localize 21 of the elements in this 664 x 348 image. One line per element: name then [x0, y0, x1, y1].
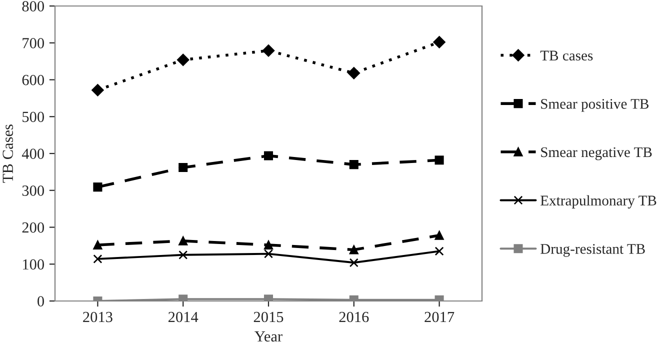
- y-tick-label: 300: [22, 186, 44, 196]
- y-tick-label: 200: [22, 222, 44, 233]
- legend-label: TB cases: [540, 50, 593, 61]
- y-tick-label: 700: [22, 38, 44, 48]
- y-tick-label: 0: [38, 296, 44, 306]
- y-tick-label: 600: [22, 74, 44, 86]
- x-tick-label: 2016: [339, 312, 369, 322]
- x-axis-title: Year: [254, 331, 282, 342]
- y-axis-title: TB Cases: [2, 124, 14, 183]
- legend-label: Smear negative TB: [541, 147, 652, 160]
- x-tick-label: 2015: [254, 312, 284, 322]
- y-tick-label: 800: [22, 1, 44, 12]
- x-tick-label: 2014: [168, 312, 198, 322]
- legend-label: Extrapulmonary TB: [540, 195, 656, 208]
- y-tick-label: 400: [22, 148, 44, 159]
- legend-label: Drug-resistant TB: [540, 244, 645, 257]
- x-tick-label: 2017: [424, 312, 454, 322]
- y-tick-label: 100: [23, 259, 44, 270]
- y-tick-label: 500: [22, 112, 44, 122]
- legend-label: Smear positive TB: [541, 99, 649, 112]
- x-tick-label: 2013: [83, 312, 112, 322]
